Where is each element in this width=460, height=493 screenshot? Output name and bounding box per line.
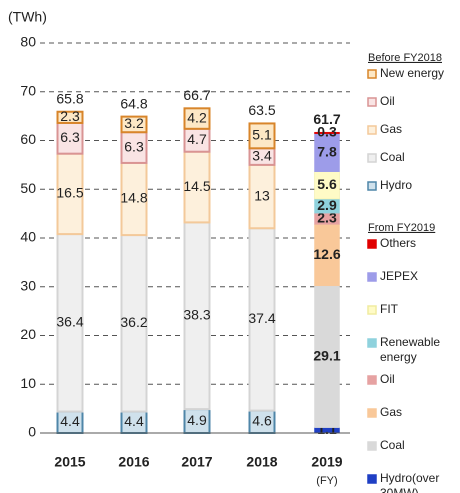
legend-label: New energy xyxy=(380,66,444,80)
value-label: 3.2 xyxy=(124,115,144,131)
value-label: 16.5 xyxy=(56,185,83,201)
legend-swatch xyxy=(367,97,377,107)
total-label: 66.7 xyxy=(183,87,210,103)
value-label: 2.3 xyxy=(60,108,80,124)
legend-swatch xyxy=(367,153,377,163)
legend-swatch xyxy=(367,375,377,385)
legend-title: Before FY2018 xyxy=(368,52,442,64)
total-label: 65.8 xyxy=(56,90,83,106)
value-label: 36.2 xyxy=(120,314,147,330)
legend-label: Others xyxy=(380,236,416,250)
legend-swatch xyxy=(367,181,377,191)
y-tick-label: 80 xyxy=(20,34,36,50)
bar-segment xyxy=(56,121,84,155)
legend-swatch xyxy=(367,272,377,282)
bar-segment xyxy=(56,110,84,124)
value-label: 36.4 xyxy=(56,314,83,330)
value-label: 6.3 xyxy=(60,129,80,145)
bar-segment xyxy=(248,122,276,150)
bar-segment xyxy=(248,163,276,230)
bar-segment xyxy=(314,131,340,134)
legend-swatch xyxy=(367,69,377,79)
legend-label: Gas xyxy=(380,405,402,419)
y-tick-label: 30 xyxy=(20,277,36,293)
bar-segment xyxy=(120,131,148,164)
x-tick-label: 2016 xyxy=(118,454,149,470)
legend-swatch xyxy=(367,125,377,135)
legend-swatch xyxy=(367,305,377,315)
legend-label: JEPEX xyxy=(380,269,418,283)
value-label: 12.6 xyxy=(313,246,340,262)
value-label: 38.3 xyxy=(183,306,210,322)
value-label: 0.3 xyxy=(317,124,337,140)
legend-swatch xyxy=(367,474,377,484)
y-tick-label: 0 xyxy=(28,424,36,440)
bar-segment xyxy=(56,152,84,236)
value-label: 29.1 xyxy=(313,347,340,363)
legend-swatch xyxy=(367,441,377,451)
legend-swatch xyxy=(367,408,377,418)
legend-label: Renewable energy xyxy=(380,335,440,364)
legend-label: Hydro(over30MW) xyxy=(380,471,439,493)
x-tick-label: 2017 xyxy=(181,454,212,470)
value-label: 14.8 xyxy=(120,190,147,206)
legend-label: FIT xyxy=(380,302,399,316)
value-label: 5.1 xyxy=(252,127,272,143)
x-tick-label: 2018 xyxy=(246,454,277,470)
x-unit: (FY) xyxy=(316,475,337,487)
bar-segment xyxy=(120,115,148,134)
value-label: 4.6 xyxy=(252,412,272,428)
y-tick-label: 40 xyxy=(20,229,36,245)
value-label: 2.9 xyxy=(317,197,337,213)
y-tick-label: 50 xyxy=(20,180,36,196)
value-label: 5.6 xyxy=(317,176,337,192)
y-unit: (TWh) xyxy=(8,9,47,25)
y-tick-label: 20 xyxy=(20,326,36,342)
total-label: 64.8 xyxy=(120,95,147,111)
total-label: 63.5 xyxy=(248,102,275,118)
bar-segment xyxy=(314,224,340,287)
legend-swatch xyxy=(367,239,377,249)
value-label: 2.3 xyxy=(317,209,337,225)
legend-label: Coal xyxy=(380,150,405,164)
legend-swatch xyxy=(367,338,377,348)
legend-title: From FY2019 xyxy=(368,222,435,234)
y-tick-label: 10 xyxy=(20,375,36,391)
bar-segment xyxy=(183,107,211,130)
legend-label: Hydro xyxy=(380,178,412,192)
legend-label: Gas xyxy=(380,122,402,136)
value-label: 4.4 xyxy=(124,413,144,429)
legend-label: Oil xyxy=(380,372,395,386)
bar-segment xyxy=(183,221,211,411)
value-label: 6.3 xyxy=(124,138,144,154)
bar-segment xyxy=(183,150,211,224)
legend-label: Coal xyxy=(380,438,405,452)
value-label: 4.4 xyxy=(60,413,80,429)
total-label: 61.7 xyxy=(313,111,340,127)
legend-label: Oil xyxy=(380,94,395,108)
value-label: 4.9 xyxy=(187,412,207,428)
value-label: 4.7 xyxy=(187,131,207,147)
value-label: 37.4 xyxy=(248,310,275,326)
y-tick-label: 60 xyxy=(20,131,36,147)
value-label: 13 xyxy=(254,187,270,203)
y-tick-label: 70 xyxy=(20,82,36,98)
x-tick-label: 2015 xyxy=(54,454,85,470)
bar-segment xyxy=(120,234,148,413)
value-label: 4.2 xyxy=(187,109,207,125)
value-label: 7.8 xyxy=(317,143,337,159)
bar-segment xyxy=(314,171,340,200)
bar-segment xyxy=(120,161,148,237)
value-label: 3.4 xyxy=(252,147,272,163)
value-label: 14.5 xyxy=(183,178,210,194)
x-tick-label: 2019 xyxy=(311,454,342,470)
